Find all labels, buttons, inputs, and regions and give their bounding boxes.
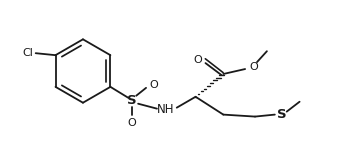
Text: O: O (128, 118, 136, 127)
Text: S: S (277, 108, 286, 121)
Text: S: S (127, 94, 137, 107)
Text: O: O (193, 55, 202, 65)
Text: O: O (250, 62, 258, 72)
Text: O: O (150, 80, 158, 90)
Text: Cl: Cl (22, 48, 33, 58)
Text: NH: NH (157, 103, 175, 116)
